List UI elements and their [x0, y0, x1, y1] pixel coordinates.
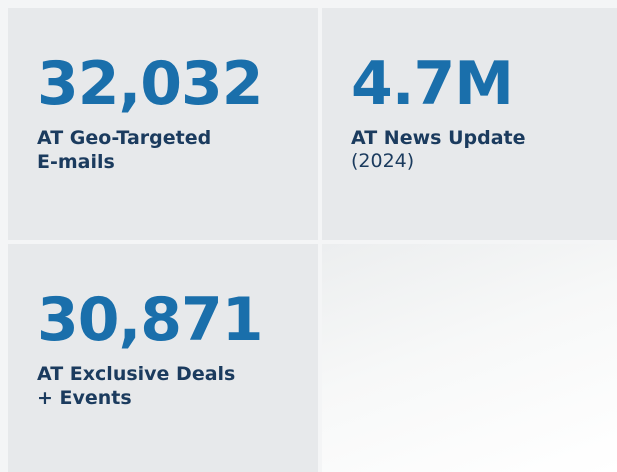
stat-value: 4.7M — [351, 49, 514, 119]
label-line: E-mails — [37, 151, 115, 173]
stat-value: 32,032 — [37, 49, 264, 119]
stat-label: AT Exclusive Deals + Events — [37, 362, 318, 410]
empty-tile — [322, 244, 617, 472]
stat-label: AT Geo-Targeted E-mails — [37, 126, 318, 174]
stat-value: 30,871 — [37, 285, 264, 355]
label-line: AT Exclusive Deals — [37, 363, 236, 385]
stat-tile: 4.7M AT News Update (2024) — [322, 8, 617, 240]
stat-tile: 30,871 AT Exclusive Deals + Events — [8, 244, 318, 472]
stat-label: AT News Update — [351, 126, 617, 150]
label-line: + Events — [37, 387, 132, 409]
label-line: AT News Update — [351, 127, 526, 149]
stat-tile: 32,032 AT Geo-Targeted E-mails — [8, 8, 318, 240]
label-line: AT Geo-Targeted — [37, 127, 212, 149]
stat-note: (2024) — [351, 150, 415, 172]
